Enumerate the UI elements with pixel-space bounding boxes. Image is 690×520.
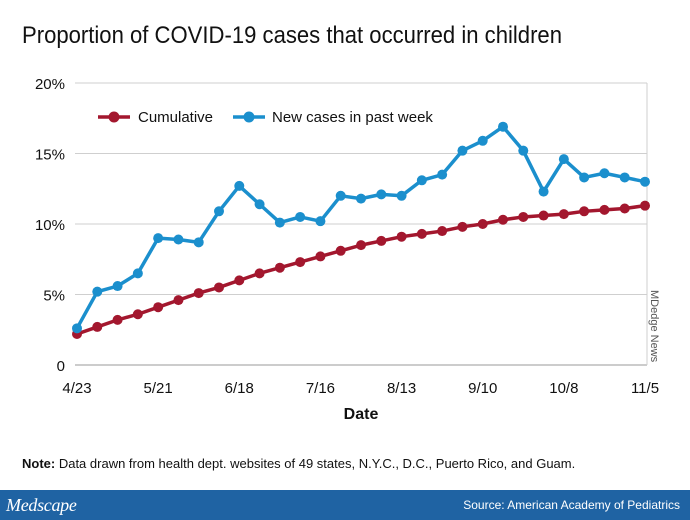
data-point [112,314,123,325]
brand-logo: Medscape [6,495,77,515]
source-text: Source: American Academy of Pediatrics [463,498,680,512]
chart-title: Proportion of COVID-19 cases that occurr… [22,22,562,49]
data-point [193,237,204,248]
data-point [214,282,224,293]
data-point [640,200,650,211]
data-point [214,206,224,217]
data-point [477,135,488,146]
data-point [416,228,427,239]
data-point [518,145,529,156]
data-point [132,309,143,320]
data-point [72,323,82,334]
data-point [416,175,427,186]
data-point [234,275,245,286]
data-point [396,190,407,201]
data-point [92,286,103,297]
legend-label: New cases in past week [272,109,433,126]
data-point [132,268,143,279]
data-point [498,121,508,132]
legend-swatch-dot [108,111,120,123]
data-point [335,245,346,256]
data-point [558,154,569,165]
data-point [599,168,610,179]
y-tick-label: 20% [35,76,65,93]
data-point [315,251,326,262]
x-tick-label: 11/5 [631,380,659,397]
note-text: Data drawn from health dept. websites of… [55,456,576,471]
data-point [518,211,529,222]
data-point [619,203,630,214]
data-point [477,219,488,229]
data-point [295,257,306,268]
data-point [619,172,630,183]
data-point [599,204,610,215]
x-tick-label: 8/13 [387,380,416,397]
data-point [112,281,123,292]
data-point [579,172,590,183]
credit-text: MDedge News [648,290,660,363]
y-tick-label: 0 [57,358,65,375]
line-chart: 0 5% 10% 15% 20% 4/23 5/21 6/18 7/16 8/13 9/10 10/8… [35,76,659,420]
data-point [356,240,366,251]
x-tick-label: 4/23 [62,380,91,397]
legend-label: Cumulative [138,109,213,126]
note-label: Note: [22,456,56,471]
footer-bar: Medscape Source: American Academy of Ped… [0,490,690,520]
data-point [437,169,448,180]
legend-swatch-dot [243,111,255,123]
note: Note: Data drawn from health dept. websi… [22,456,575,471]
data-point [640,176,650,187]
data-point [274,262,285,273]
data-point [254,199,265,210]
data-point [538,186,549,197]
data-point [498,214,508,225]
data-point [173,234,184,245]
data-point [558,209,569,220]
data-point [153,302,164,313]
x-tick-label: 10/8 [549,380,578,397]
data-point [579,206,590,217]
x-tick-label: 6/18 [225,380,254,397]
y-tick-label: 10% [35,217,65,234]
data-point [538,210,549,221]
y-tick-label: 5% [43,288,65,305]
data-point [335,190,346,201]
data-point [295,211,306,222]
data-point [376,235,387,246]
x-tick-label: 5/21 [144,380,173,397]
data-point [376,189,387,200]
data-point [173,295,184,306]
x-axis-label: Date [344,406,379,420]
data-point [315,216,326,227]
data-point [234,180,245,191]
data-point [457,221,468,232]
data-point [356,193,366,204]
data-point [457,145,468,156]
data-point [254,268,265,279]
data-point [193,288,204,299]
data-point [437,226,448,237]
y-tick-label: 15% [35,147,65,164]
data-point [92,321,103,332]
data-point [153,233,164,244]
series-line-0 [76,203,646,336]
x-tick-label: 7/16 [306,380,335,397]
x-tick-label: 9/10 [468,380,497,397]
data-point [396,231,407,242]
data-point [274,217,285,228]
